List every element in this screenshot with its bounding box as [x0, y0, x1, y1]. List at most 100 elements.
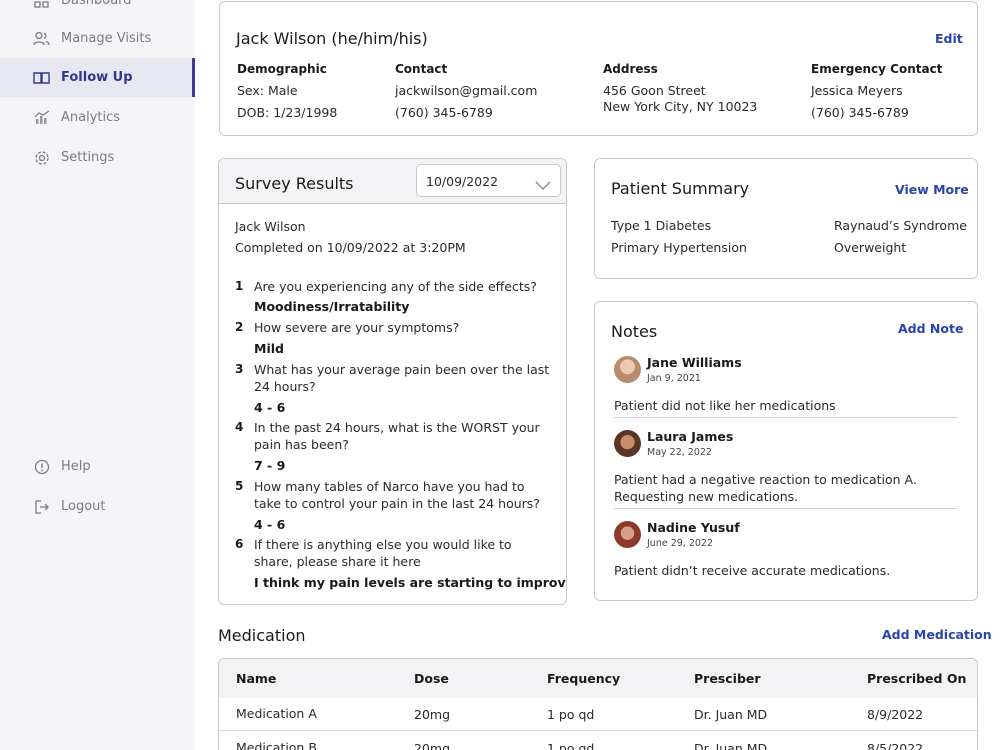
survey-date-value: 10/09/2022	[426, 174, 499, 189]
question-text: How many tables of Narco have you had to…	[254, 479, 540, 511]
sidebar-item-settings[interactable]: Settings	[0, 138, 195, 177]
patient-info-card: Jack Wilson (he/him/his) Edit Demographi…	[219, 1, 978, 136]
sidebar-item-analytics[interactable]: Analytics	[0, 98, 195, 137]
survey-title: Survey Results	[235, 174, 354, 193]
sidebar-item-dashboard[interactable]: Dashboard	[0, 0, 195, 20]
question-number: 1	[235, 279, 244, 293]
cell-prescribed-on: 8/5/2022	[867, 741, 924, 750]
medication-table	[218, 658, 978, 750]
medication-table-header: Name Dose Frequency Presciber Prescribed…	[219, 659, 977, 698]
column-header: Name	[236, 671, 277, 686]
note-date: Jan 9, 2021	[647, 373, 701, 384]
grid-icon	[33, 0, 50, 9]
condition-item: Raynaud’s Syndrome	[834, 218, 967, 233]
emergency-contact-name: Jessica Meyers	[811, 83, 903, 98]
table-row[interactable]: Medication A 20mg 1 po qd Dr. Juan MD 8/…	[219, 698, 977, 731]
cell-prescriber: Dr. Juan MD	[694, 707, 768, 722]
cell-frequency: 1 po qd	[547, 741, 595, 750]
sidebar-item-label: Help	[61, 459, 91, 474]
condition-item: Type 1 Diabetes	[611, 218, 712, 233]
sidebar-item-label: Analytics	[61, 110, 121, 125]
question-answer: 4 - 6	[254, 517, 286, 532]
condition-item: Primary Hypertension	[611, 240, 747, 255]
question-text: Are you experiencing any of the side eff…	[254, 279, 537, 294]
survey-completed: Completed on 10/09/2022 at 3:20PM	[235, 240, 466, 255]
sidebar-item-label: Settings	[61, 150, 115, 165]
sidebar-item-label: Follow Up	[61, 70, 133, 85]
emergency-contact-heading: Emergency Contact	[811, 62, 943, 76]
column-header: Dose	[414, 671, 449, 686]
divider	[614, 508, 958, 509]
patient-phone: (760) 345-6789	[395, 105, 493, 120]
sidebar: Dashboard Manage Visits Follow Up Analyt…	[0, 0, 195, 750]
question-text: In the past 24 hours, what is the WORST …	[254, 420, 540, 452]
edit-patient-link[interactable]: Edit	[935, 31, 963, 46]
patient-sex: Sex: Male	[237, 83, 298, 98]
sidebar-item-label: Dashboard	[61, 0, 132, 8]
question-text: If there is anything else you would like…	[254, 537, 512, 569]
avatar	[614, 430, 641, 457]
question-text: How severe are your symptoms?	[254, 320, 460, 335]
users-icon	[33, 30, 50, 47]
condition-item: Overweight	[834, 240, 907, 255]
note-author: Jane Williams	[647, 355, 742, 370]
note-text: Patient didn’t receive accurate medicati…	[614, 563, 891, 578]
table-row[interactable]: Medication B 20mg 1 po qd Dr. Juan MD 8/…	[219, 731, 977, 750]
contact-heading: Contact	[395, 62, 448, 76]
column-header: Prescribed On	[867, 671, 967, 686]
question-number: 3	[235, 362, 244, 376]
note-text: Patient had a negative reaction to medic…	[614, 472, 917, 504]
question-number: 5	[235, 479, 244, 493]
note-author: Laura James	[647, 429, 734, 444]
address-line2: New York City, NY 10023	[603, 99, 758, 114]
question-number: 4	[235, 420, 244, 434]
address-line1: 456 Goon Street	[603, 83, 706, 98]
sidebar-item-label: Manage Visits	[61, 31, 152, 46]
avatar	[614, 356, 641, 383]
patient-dob: DOB: 1/23/1998	[237, 105, 338, 120]
medication-title: Medication	[218, 626, 306, 645]
column-header: Frequency	[547, 671, 621, 686]
cell-name: Medication A	[236, 706, 317, 721]
add-note-button[interactable]: Add Note	[898, 321, 964, 336]
view-more-link[interactable]: View More	[895, 182, 969, 197]
question-answer: 4 - 6	[254, 400, 286, 415]
note-date: May 22, 2022	[647, 447, 712, 458]
question-answer: I think my pain levels are starting to i…	[254, 575, 567, 590]
add-medication-button[interactable]: Add Medication	[882, 627, 992, 642]
question-answer: 7 - 9	[254, 458, 286, 473]
cell-frequency: 1 po qd	[547, 707, 595, 722]
sidebar-item-follow-up[interactable]: Follow Up	[0, 58, 195, 97]
patient-name: Jack Wilson (he/him/his)	[236, 29, 428, 48]
patient-email: jackwilson@gmail.com	[395, 83, 538, 98]
book-icon	[33, 69, 50, 86]
divider	[614, 417, 958, 418]
question-answer: Mild	[254, 341, 284, 356]
sidebar-item-help[interactable]: Help	[0, 447, 195, 486]
question-number: 2	[235, 320, 244, 334]
notes-card: Notes Add Note Jane Williams Jan 9, 2021…	[594, 301, 978, 601]
sidebar-item-logout[interactable]: Logout	[0, 487, 195, 526]
sidebar-item-manage-visits[interactable]: Manage Visits	[0, 19, 195, 58]
emergency-contact-phone: (760) 345-6789	[811, 105, 909, 120]
sidebar-item-label: Logout	[61, 499, 106, 514]
note-date: June 29, 2022	[647, 538, 714, 549]
cell-prescribed-on: 8/9/2022	[867, 707, 924, 722]
note-author: Nadine Yusuf	[647, 520, 740, 535]
notes-title: Notes	[611, 322, 658, 341]
survey-respondent: Jack Wilson	[235, 219, 306, 234]
chart-icon	[33, 109, 50, 126]
question-text: What has your average pain been over the…	[254, 362, 550, 394]
survey-date-select[interactable]: 10/09/2022	[416, 164, 561, 197]
cell-dose: 20mg	[414, 741, 451, 750]
note-text: Patient did not like her medications	[614, 398, 836, 413]
survey-header: Survey Results 10/09/2022	[219, 159, 566, 204]
chevron-down-icon	[535, 176, 551, 195]
question-number: 6	[235, 537, 244, 551]
help-icon	[33, 458, 50, 475]
demographic-heading: Demographic	[237, 62, 327, 76]
address-heading: Address	[603, 62, 658, 76]
cell-dose: 20mg	[414, 707, 451, 722]
gear-icon	[33, 149, 50, 166]
avatar	[614, 521, 641, 548]
